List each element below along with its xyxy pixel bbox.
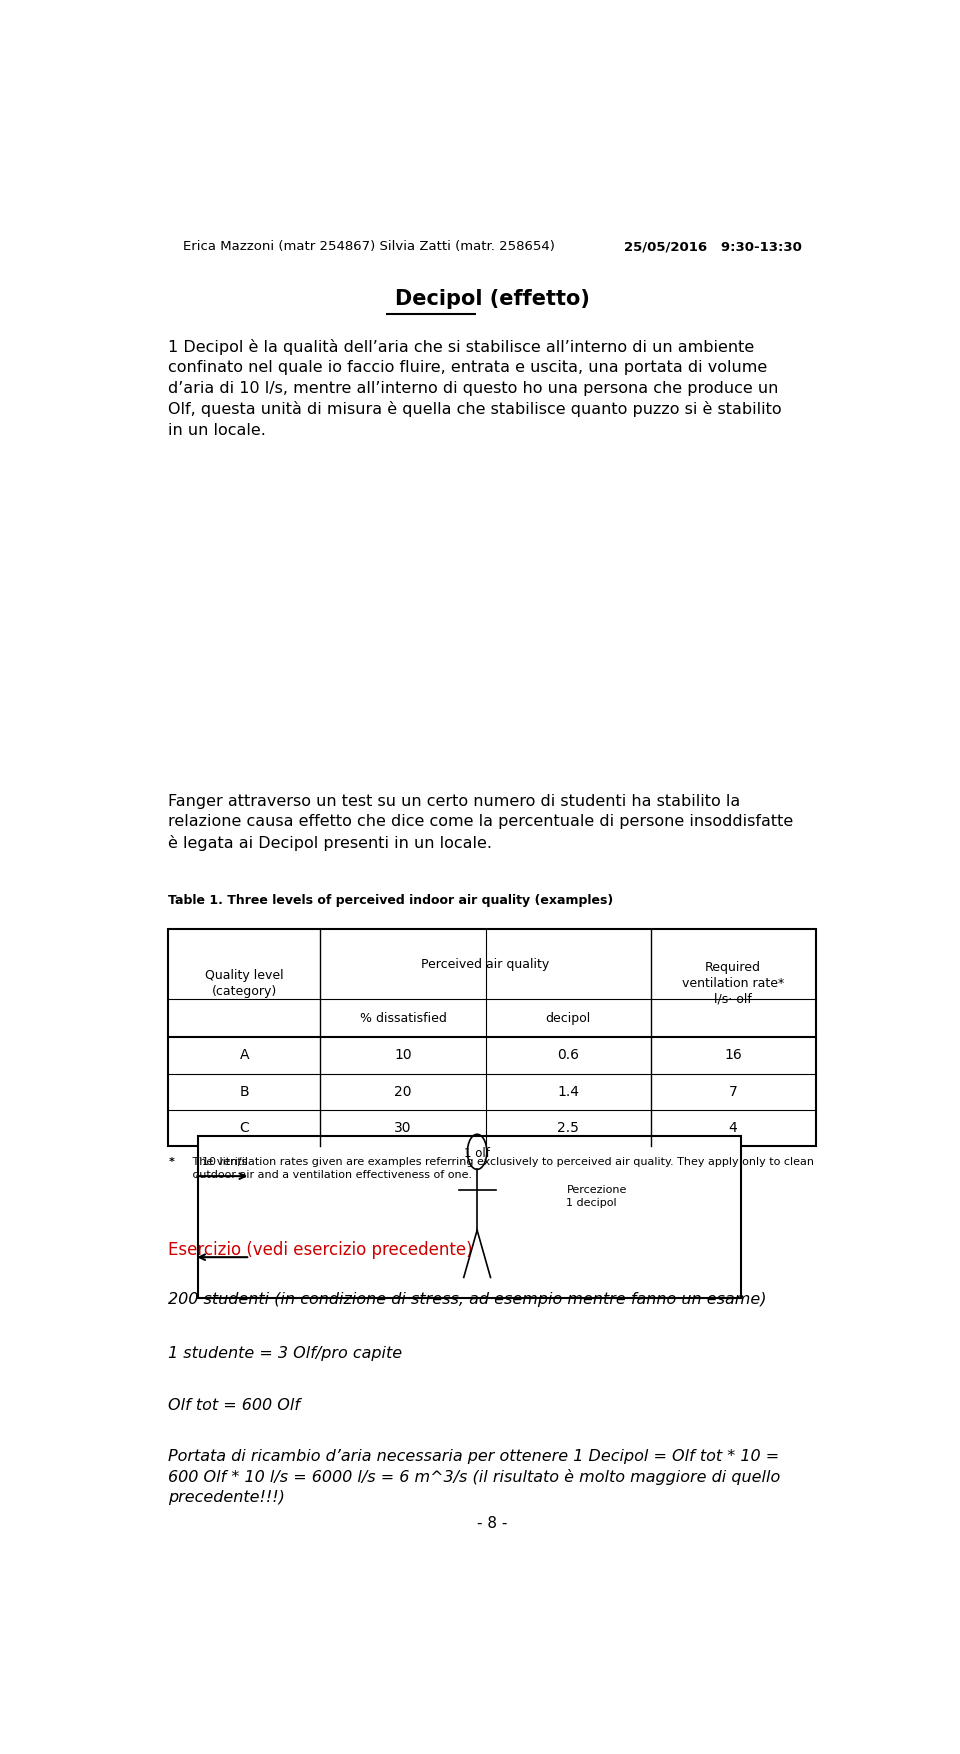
Text: 1.4: 1.4 bbox=[557, 1084, 579, 1098]
Text: 2.5: 2.5 bbox=[557, 1121, 579, 1135]
Text: Table 1. Three levels of perceived indoor air quality (examples): Table 1. Three levels of perceived indoo… bbox=[168, 895, 613, 907]
Text: - 8 -: - 8 - bbox=[477, 1517, 507, 1531]
Text: C: C bbox=[240, 1121, 250, 1135]
Text: Percezione
1 decipol: Percezione 1 decipol bbox=[566, 1186, 627, 1207]
Text: Decipol (effetto): Decipol (effetto) bbox=[395, 289, 589, 309]
Text: 10: 10 bbox=[395, 1049, 412, 1063]
Text: % dissatisfied: % dissatisfied bbox=[360, 1012, 446, 1024]
Text: Esercizio (vedi esercizio precedente): Esercizio (vedi esercizio precedente) bbox=[168, 1242, 473, 1259]
Text: Erica Mazzoni (matr 254867) Silvia Zatti (matr. 258654): Erica Mazzoni (matr 254867) Silvia Zatti… bbox=[183, 240, 564, 253]
Text: B: B bbox=[240, 1084, 250, 1098]
Text: decipol: decipol bbox=[545, 1012, 590, 1024]
Text: 25/05/2016   9:30-13:30: 25/05/2016 9:30-13:30 bbox=[624, 240, 802, 253]
Text: Portata di ricambio d’aria necessaria per ottenere 1 Decipol = Olf tot * 10 =
60: Portata di ricambio d’aria necessaria pe… bbox=[168, 1449, 780, 1505]
Text: 4: 4 bbox=[729, 1121, 737, 1135]
Text: 200 studenti (in condizione di stress, ad esempio mentre fanno un esame): 200 studenti (in condizione di stress, a… bbox=[168, 1293, 767, 1307]
Text: 30: 30 bbox=[395, 1121, 412, 1135]
Text: Fanger attraverso un test su un certo numero di studenti ha stabilito la
relazio: Fanger attraverso un test su un certo nu… bbox=[168, 795, 794, 851]
Bar bbox=[198, 1135, 741, 1298]
Text: 16: 16 bbox=[724, 1049, 742, 1063]
Bar bbox=[168, 930, 816, 1147]
Text: 7: 7 bbox=[729, 1084, 737, 1098]
Text: 1 studente = 3 Olf/pro capite: 1 studente = 3 Olf/pro capite bbox=[168, 1347, 402, 1361]
Text: 20: 20 bbox=[395, 1084, 412, 1098]
Text: Required
ventilation rate*
l/s· olf: Required ventilation rate* l/s· olf bbox=[682, 961, 784, 1005]
Text: 1 Decipol è la qualità dell’aria che si stabilisce all’interno di un ambiente
co: 1 Decipol è la qualità dell’aria che si … bbox=[168, 339, 782, 438]
Text: A: A bbox=[240, 1049, 250, 1063]
Text: Olf tot = 600 Olf: Olf tot = 600 Olf bbox=[168, 1398, 300, 1412]
Text: 0.6: 0.6 bbox=[557, 1049, 579, 1063]
Text: *: * bbox=[168, 1158, 174, 1166]
Text: Perceived air quality: Perceived air quality bbox=[421, 958, 550, 970]
Text: Quality level
(category): Quality level (category) bbox=[205, 968, 284, 998]
Text: The ventilation rates given are examples referring exclusively to perceived air : The ventilation rates given are examples… bbox=[181, 1158, 814, 1180]
Text: 1 olf: 1 olf bbox=[465, 1147, 490, 1159]
Text: 10 litri/s: 10 litri/s bbox=[202, 1156, 248, 1166]
